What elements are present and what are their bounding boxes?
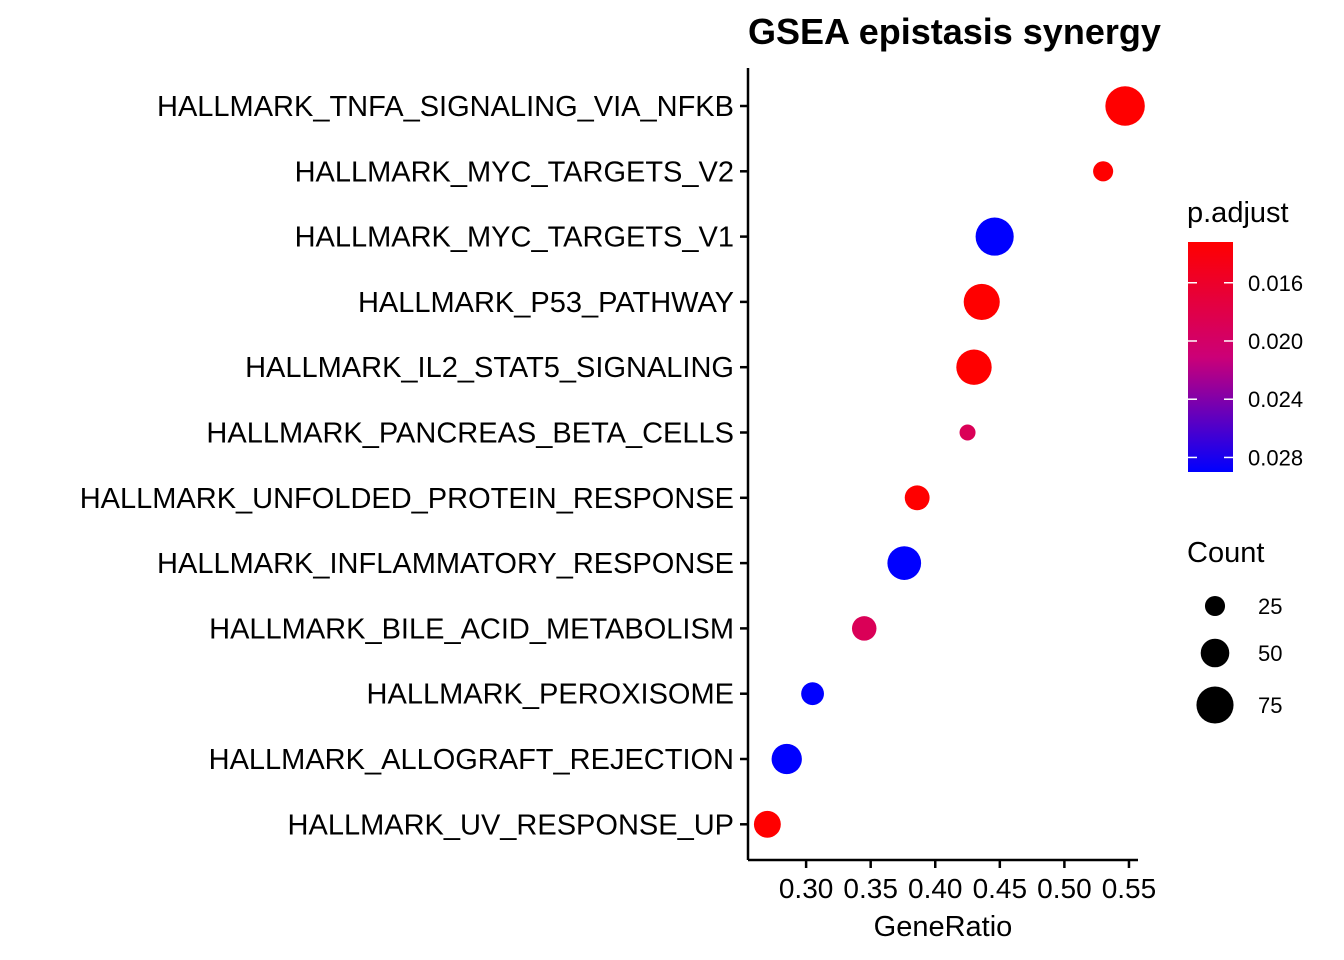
y-tick-label: HALLMARK_P53_PATHWAY (358, 287, 734, 319)
data-point (1093, 161, 1114, 182)
data-point (956, 349, 992, 385)
x-tick-label: 0.35 (843, 873, 898, 904)
size-legend-label: 75 (1258, 693, 1282, 718)
color-legend-label: 0.028 (1248, 445, 1303, 470)
y-tick-label: HALLMARK_UV_RESPONSE_UP (288, 809, 734, 841)
x-tick-label: 0.45 (973, 873, 1028, 904)
y-tick-label: HALLMARK_UNFOLDED_PROTEIN_RESPONSE (80, 483, 734, 515)
color-legend-title: p.adjust (1187, 197, 1289, 229)
x-tick-label: 0.30 (779, 873, 834, 904)
x-tick-label: 0.55 (1102, 873, 1157, 904)
data-point (771, 743, 802, 775)
color-legend-label: 0.016 (1248, 271, 1303, 296)
data-point (959, 424, 976, 441)
y-tick-label: HALLMARK_ALLOGRAFT_REJECTION (209, 744, 734, 776)
y-tick-label: HALLMARK_MYC_TARGETS_V2 (295, 156, 734, 188)
size-legend-dot (1196, 686, 1234, 724)
data-point (851, 616, 877, 641)
x-tick-label: 0.50 (1037, 873, 1092, 904)
y-tick-label: HALLMARK_IL2_STAT5_SIGNALING (245, 352, 734, 384)
size-legend-dot (1200, 638, 1230, 668)
y-tick-label: HALLMARK_PANCREAS_BETA_CELLS (206, 418, 734, 450)
y-tick-label: HALLMARK_BILE_ACID_METABOLISM (209, 613, 734, 645)
color-legend-label: 0.024 (1248, 387, 1303, 412)
data-point (975, 217, 1014, 256)
color-legend: p.adjust 0.016 0.020 0.024 0.028 (1187, 197, 1303, 472)
data-point (963, 283, 1000, 320)
size-legend-dot (1204, 595, 1226, 617)
size-legend-title: Count (1187, 537, 1264, 569)
x-tick-label: 0.40 (908, 873, 963, 904)
y-tick-label: HALLMARK_MYC_TARGETS_V1 (295, 222, 734, 254)
size-legend-label: 50 (1258, 641, 1282, 666)
data-point (753, 810, 781, 838)
size-legend-label: 25 (1258, 594, 1282, 619)
data-point (904, 485, 930, 511)
chart-title: GSEA epistasis synergy (748, 11, 1161, 52)
x-axis-title: GeneRatio (874, 911, 1013, 943)
plot-area (753, 86, 1145, 838)
color-legend-bar (1188, 242, 1233, 472)
data-point (801, 682, 824, 706)
y-tick-label: HALLMARK_TNFA_SIGNALING_VIA_NFKB (157, 91, 734, 123)
data-point (887, 546, 922, 580)
size-legend: Count 25 50 75 (1187, 537, 1282, 724)
data-point (1105, 86, 1145, 126)
y-tick-label: HALLMARK_PEROXISOME (367, 679, 734, 711)
color-legend-label: 0.020 (1248, 329, 1303, 354)
y-tick-label: HALLMARK_INFLAMMATORY_RESPONSE (157, 548, 734, 580)
